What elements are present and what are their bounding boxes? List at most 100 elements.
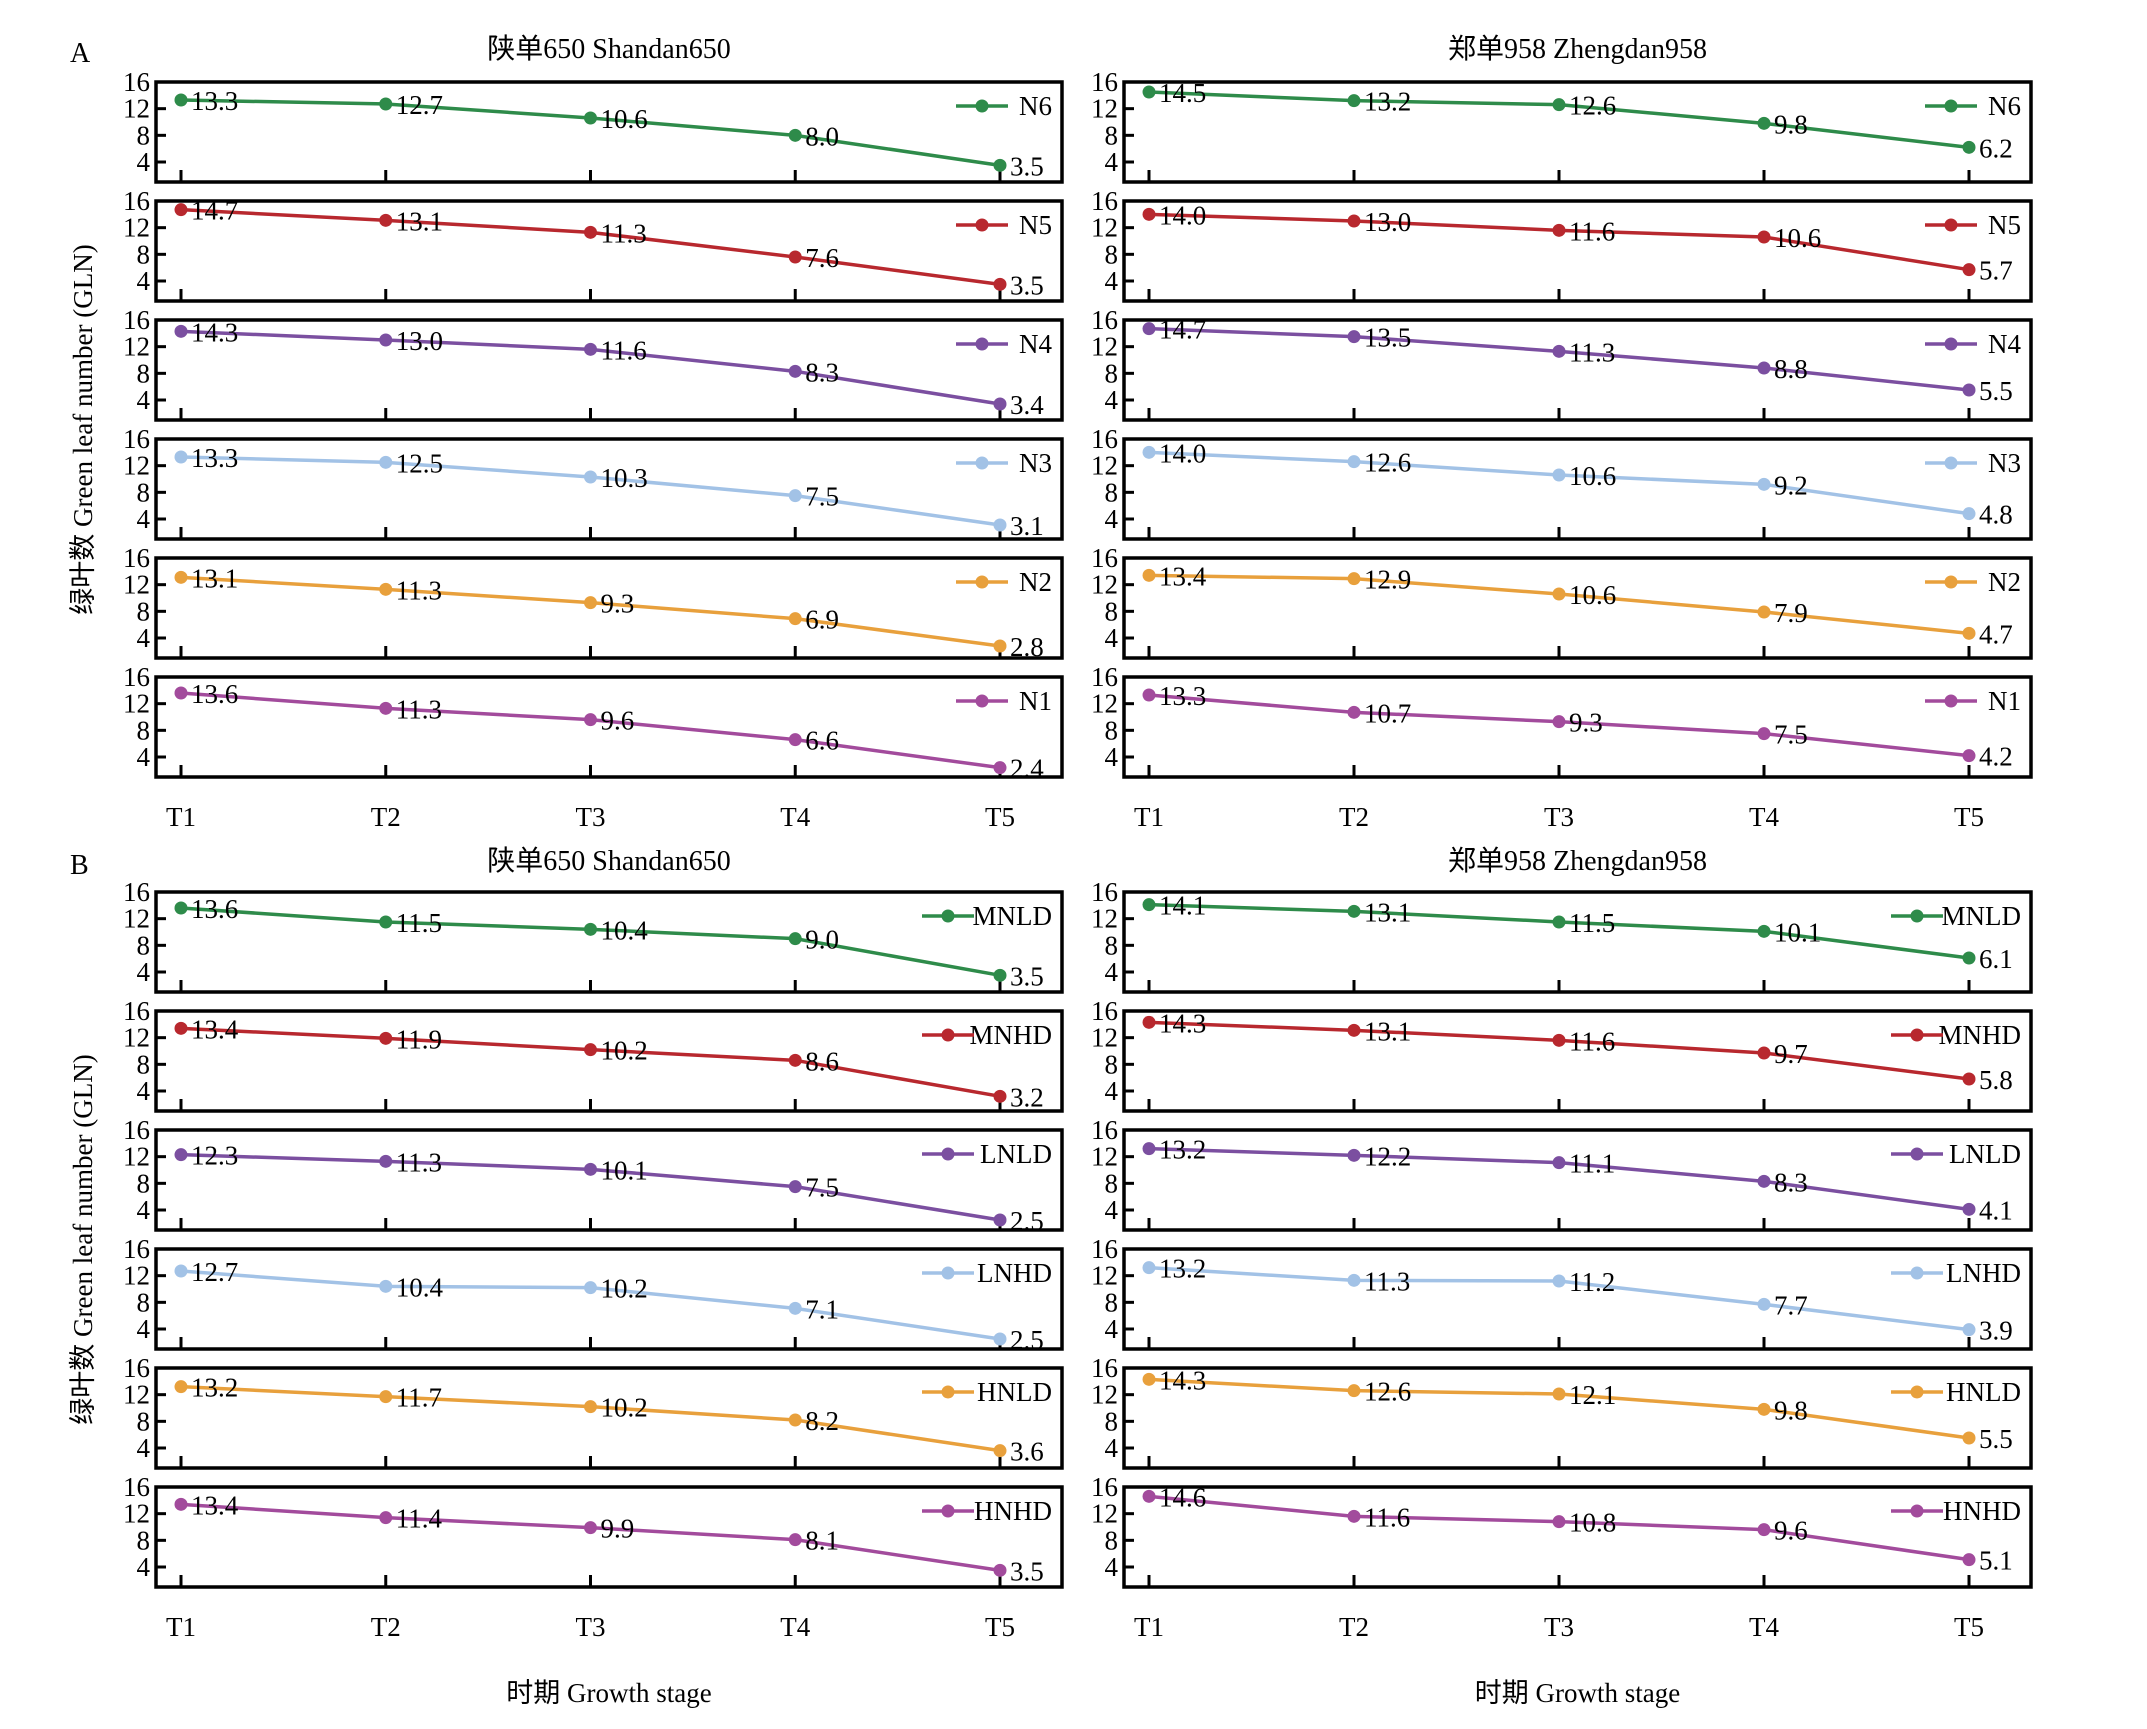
data-point [788,1413,802,1427]
data-label: 13.1 [1364,897,1411,927]
legend-marker [941,1385,955,1399]
legend-label: N1 [1988,686,2021,716]
y-tick-label: 12 [123,451,150,481]
plot-frame [1122,1366,2033,1470]
y-tick-label: 4 [137,1314,151,1344]
legend-marker [975,99,989,113]
data-point [788,489,802,503]
data-point [174,1497,188,1511]
data-point [174,901,188,915]
legend-label: N5 [1988,210,2021,240]
y-tick-label: 8 [1105,239,1119,269]
y-tick-label: 12 [1091,332,1118,362]
plot-frame [154,556,1064,660]
legend-label: N3 [1019,448,1052,478]
y-tick-label: 16 [123,424,150,454]
legend-marker [941,1266,955,1280]
data-label: 7.9 [1774,598,1808,628]
data-point [379,1279,393,1293]
data-point [1142,445,1156,459]
x-tick-label: T5 [985,802,1015,832]
legend-label: LNHD [1946,1258,2021,1288]
data-label: 8.6 [805,1046,839,1076]
data-label: 7.5 [1774,720,1808,750]
y-tick-label: 8 [137,930,151,960]
data-point [1552,587,1566,601]
data-point [584,713,597,727]
data-point [993,761,1007,775]
data-label: 6.6 [805,726,839,756]
legend: MNLD [1891,901,2021,931]
legend-marker [941,1028,955,1042]
data-label: 11.3 [396,1147,442,1177]
data-label: 11.4 [396,1504,443,1534]
legend: HNHD [1891,1496,2021,1526]
legend: N3 [1925,448,2021,478]
data-label: 13.2 [1364,87,1411,117]
data-label: 3.5 [1010,270,1044,300]
data-point [584,342,597,356]
data-label: 13.4 [191,1490,239,1520]
data-point [379,333,393,347]
y-tick-label: 16 [123,662,150,692]
data-point [1142,207,1156,221]
y-tick-label: 16 [1091,662,1118,692]
data-point [1142,1015,1156,1029]
data-label: 11.5 [1569,908,1615,938]
data-label: 2.5 [1010,1206,1044,1236]
legend: N2 [1925,567,2021,597]
y-tick-label: 8 [1105,1287,1119,1317]
y-tick-label: 16 [123,1472,150,1502]
legend-marker [975,694,989,708]
series-line-mnhd [1148,1020,1970,1081]
data-point [788,932,802,946]
legend-label: LNLD [1949,1139,2021,1169]
data-point [174,1021,188,1035]
legend-label: N4 [1019,329,1052,359]
data-point [1347,214,1361,228]
data-point [788,128,802,142]
data-label: 6.1 [1979,944,2013,974]
data-label: 13.2 [191,1373,238,1403]
data-label: 9.2 [1774,470,1808,500]
series-line-n5 [1148,212,1970,272]
y-tick-label: 4 [137,266,151,296]
data-label: 13.2 [1159,1135,1206,1165]
legend: HNLD [922,1377,1052,1407]
data-point [379,915,393,929]
data-point [1552,98,1566,112]
data-point [1142,1142,1156,1156]
y-tick-label: 12 [1091,1023,1118,1053]
plot-frame [154,80,1064,184]
legend: HNHD [922,1496,1052,1526]
data-label: 14.6 [1159,1482,1206,1512]
data-label: 6.9 [805,605,839,635]
data-point [1347,904,1361,918]
data-point [788,1053,802,1067]
data-label: 13.6 [191,894,238,924]
data-label: 13.4 [191,1014,239,1044]
data-point [584,225,597,239]
plot-frame [1122,80,2033,184]
data-label: 14.0 [1159,200,1206,230]
x-tick-label: T1 [1134,802,1164,832]
series-line-mnhd [180,1026,1001,1099]
data-point [1142,1261,1156,1275]
y-tick-label: 8 [1105,477,1119,507]
x-tick-label: T3 [576,1612,606,1642]
data-label: 8.8 [1774,354,1808,384]
y-tick-label: 4 [137,1433,151,1463]
column-title: 陕单650 Shandan650 [487,33,730,65]
data-point [1347,1023,1361,1037]
data-point [1757,1297,1771,1311]
y-tick-label: 8 [1105,120,1119,150]
y-tick-label: 12 [1091,213,1118,243]
data-point [788,612,802,626]
